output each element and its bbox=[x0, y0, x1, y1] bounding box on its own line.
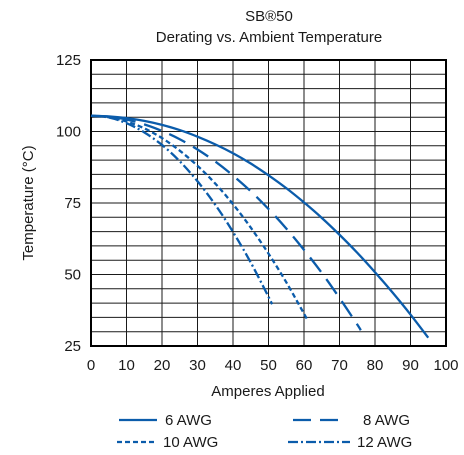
x-tick-label-3: 30 bbox=[189, 357, 206, 374]
grid-lines bbox=[90, 59, 447, 347]
y-axis-label: Temperature (°C) bbox=[20, 145, 37, 260]
y-tick-label-2: 75 bbox=[64, 195, 81, 212]
series-line-6-awg bbox=[90, 114, 430, 339]
legend-label-6-awg: 6 AWG bbox=[165, 412, 212, 429]
legend-label-12-awg: 12 AWG bbox=[357, 434, 412, 451]
x-tick-label-2: 20 bbox=[154, 357, 171, 374]
y-tick-label-0: 25 bbox=[64, 338, 81, 355]
legend-label-8-awg: 8 AWG bbox=[363, 412, 410, 429]
data-series bbox=[90, 114, 430, 339]
chart-title: SB®50 bbox=[245, 8, 293, 25]
legend: 6 AWG 8 AWG 10 AWG 12 AWG bbox=[117, 412, 412, 451]
y-tick-label-4: 125 bbox=[56, 52, 81, 69]
y-tick-labels: 25 50 75 100 125 bbox=[56, 52, 81, 355]
x-axis-label: Amperes Applied bbox=[211, 383, 324, 400]
x-tick-label-0: 0 bbox=[87, 357, 95, 374]
x-tick-label-8: 80 bbox=[367, 357, 384, 374]
x-tick-label-4: 40 bbox=[225, 357, 242, 374]
x-tick-label-10: 100 bbox=[433, 357, 458, 374]
x-tick-label-7: 70 bbox=[331, 357, 348, 374]
series-line-8-awg bbox=[90, 114, 362, 331]
plot-frame bbox=[90, 59, 447, 347]
chart-subtitle: Derating vs. Ambient Temperature bbox=[156, 29, 383, 46]
x-tick-label-9: 90 bbox=[402, 357, 419, 374]
legend-label-10-awg: 10 AWG bbox=[163, 434, 218, 451]
y-tick-label-3: 100 bbox=[56, 124, 81, 141]
series-line-10-awg bbox=[90, 114, 309, 321]
series-line-12-awg bbox=[90, 114, 274, 305]
x-tick-label-6: 60 bbox=[296, 357, 313, 374]
x-tick-label-5: 50 bbox=[260, 357, 277, 374]
x-tick-labels: 0 10 20 30 40 50 60 70 80 90 100 bbox=[87, 357, 459, 374]
y-tick-label-1: 50 bbox=[64, 267, 81, 284]
x-tick-label-1: 10 bbox=[118, 357, 135, 374]
